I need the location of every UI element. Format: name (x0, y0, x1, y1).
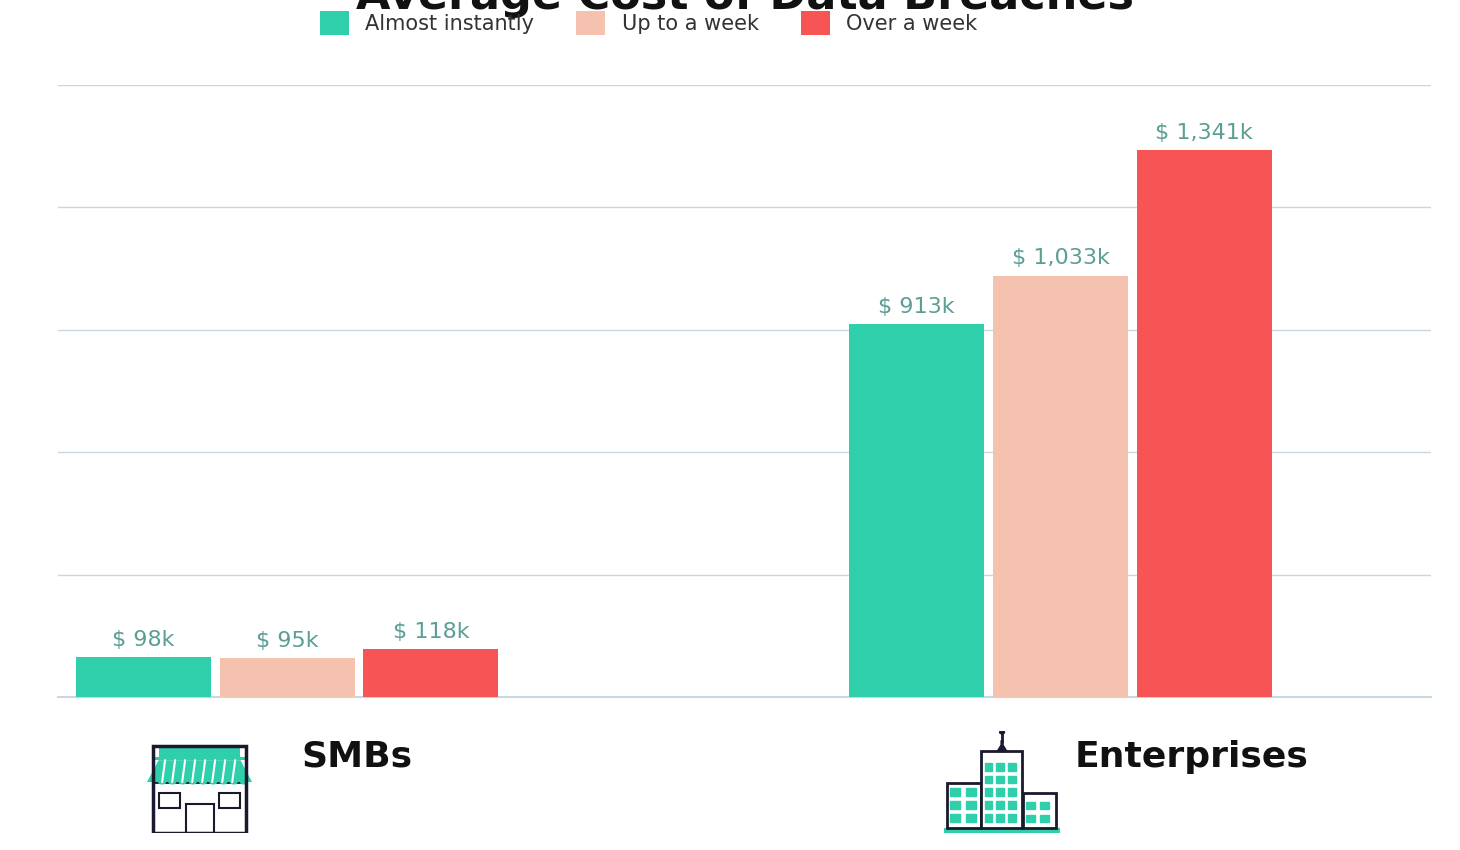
FancyBboxPatch shape (1026, 814, 1035, 821)
FancyBboxPatch shape (219, 793, 241, 808)
Circle shape (168, 779, 177, 785)
Text: Enterprises: Enterprises (1075, 740, 1310, 774)
FancyBboxPatch shape (1007, 775, 1016, 784)
Circle shape (229, 779, 238, 785)
Circle shape (178, 779, 187, 785)
FancyBboxPatch shape (1040, 814, 1048, 821)
FancyBboxPatch shape (1007, 801, 1016, 809)
FancyBboxPatch shape (996, 814, 1004, 821)
Text: $ 913k: $ 913k (879, 298, 955, 317)
FancyBboxPatch shape (967, 789, 975, 796)
Text: $ 1,341k: $ 1,341k (1155, 122, 1253, 143)
Bar (850, 325, 984, 697)
Bar (76, 657, 210, 697)
FancyBboxPatch shape (1007, 763, 1016, 770)
FancyBboxPatch shape (1040, 802, 1048, 809)
Text: $ 118k: $ 118k (393, 621, 469, 642)
Bar (219, 658, 355, 697)
Circle shape (188, 779, 197, 785)
Circle shape (1000, 731, 1004, 734)
FancyBboxPatch shape (950, 814, 961, 821)
FancyBboxPatch shape (996, 789, 1004, 796)
FancyBboxPatch shape (185, 804, 213, 833)
Title: Average Cost of Data Breaches: Average Cost of Data Breaches (356, 0, 1133, 18)
FancyBboxPatch shape (943, 828, 1060, 833)
Text: $ 95k: $ 95k (255, 631, 318, 651)
FancyBboxPatch shape (967, 801, 975, 809)
FancyBboxPatch shape (1023, 793, 1056, 828)
FancyBboxPatch shape (984, 789, 993, 796)
FancyBboxPatch shape (946, 784, 981, 828)
FancyBboxPatch shape (153, 756, 247, 760)
FancyBboxPatch shape (996, 801, 1004, 809)
FancyBboxPatch shape (967, 814, 975, 821)
FancyBboxPatch shape (1026, 802, 1035, 809)
Text: $ 1,033k: $ 1,033k (1012, 248, 1110, 269)
FancyBboxPatch shape (159, 748, 241, 756)
FancyBboxPatch shape (153, 782, 247, 833)
FancyBboxPatch shape (984, 801, 993, 809)
FancyBboxPatch shape (984, 763, 993, 770)
FancyBboxPatch shape (996, 775, 1004, 784)
Circle shape (239, 779, 248, 785)
Polygon shape (147, 760, 253, 782)
Circle shape (209, 779, 218, 785)
FancyBboxPatch shape (159, 793, 180, 808)
Bar (1137, 150, 1272, 697)
FancyBboxPatch shape (984, 775, 993, 784)
Bar (364, 649, 498, 697)
Legend: Almost instantly, Up to a week, Over a week: Almost instantly, Up to a week, Over a w… (310, 1, 988, 45)
Polygon shape (997, 740, 1007, 751)
Text: SMBs: SMBs (302, 740, 413, 774)
FancyBboxPatch shape (950, 801, 961, 809)
FancyBboxPatch shape (1007, 789, 1016, 796)
FancyBboxPatch shape (950, 789, 961, 796)
Circle shape (158, 779, 166, 785)
FancyBboxPatch shape (981, 751, 1022, 828)
Text: $ 98k: $ 98k (112, 630, 175, 649)
FancyBboxPatch shape (996, 763, 1004, 770)
Circle shape (199, 779, 207, 785)
Bar (993, 275, 1129, 697)
FancyBboxPatch shape (1007, 814, 1016, 821)
FancyBboxPatch shape (984, 814, 993, 821)
Circle shape (219, 779, 228, 785)
